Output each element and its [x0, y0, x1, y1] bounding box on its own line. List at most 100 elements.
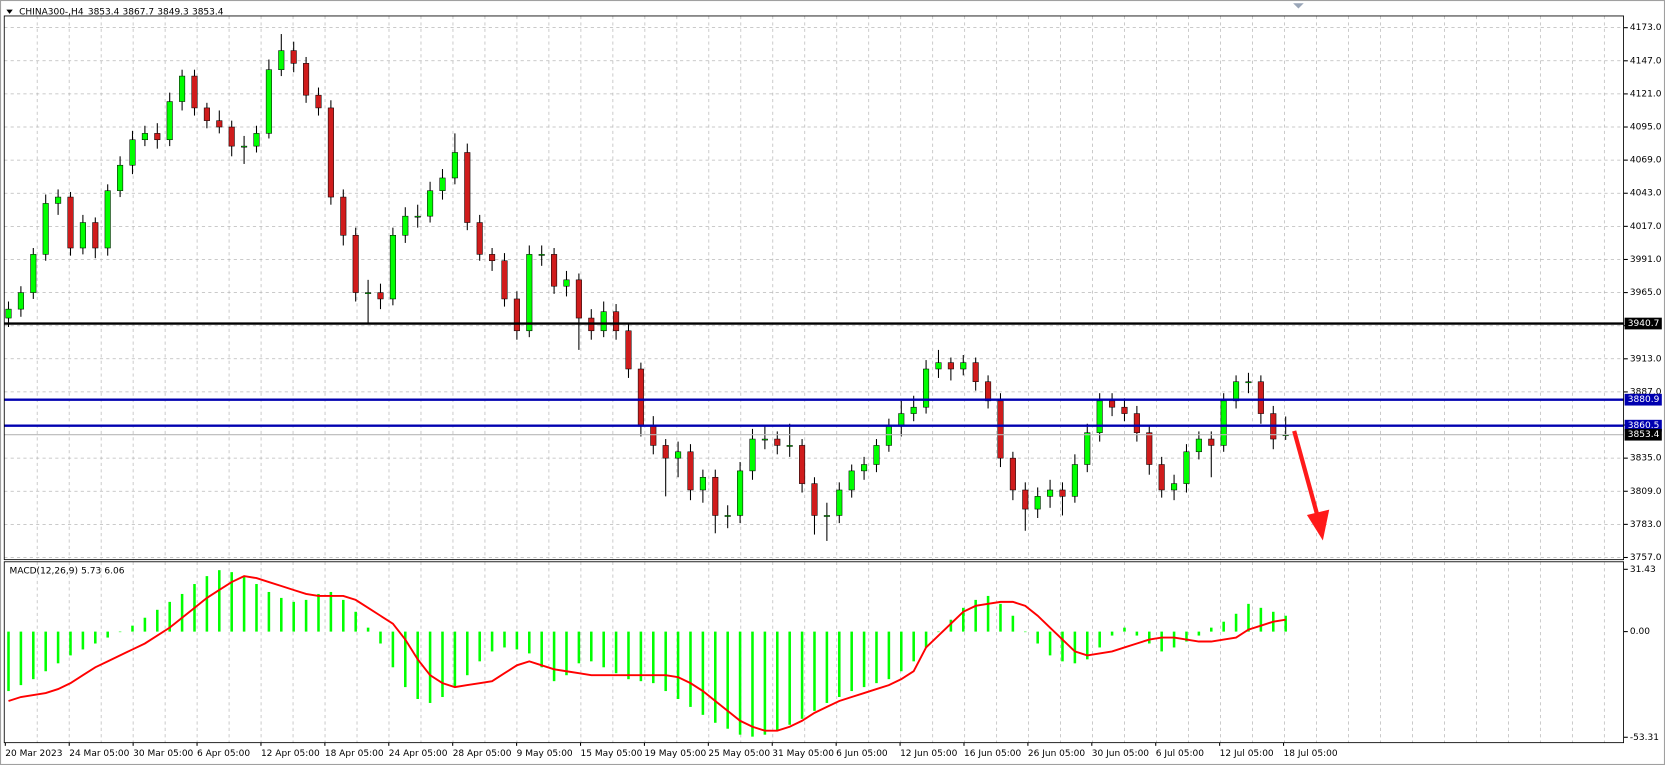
macd-bar: [552, 631, 556, 682]
macd-bar: [1185, 631, 1188, 642]
candle-body: [972, 362, 979, 382]
x-tick-label: 18 Apr 05:00: [325, 749, 384, 759]
candle-body: [910, 406, 917, 414]
macd-bar: [726, 631, 729, 729]
candle-body: [1096, 400, 1103, 433]
candle-body: [389, 235, 396, 300]
macd-bar: [56, 631, 60, 664]
macd-bar: [776, 631, 779, 731]
macd-bar: [1024, 631, 1027, 633]
macd-bar: [292, 601, 295, 632]
candle-body: [278, 50, 285, 70]
candle-body: [17, 292, 24, 310]
candle-body: [451, 152, 458, 179]
macd-bar: [540, 631, 543, 668]
candle-body: [476, 222, 483, 255]
macd-bar: [466, 631, 469, 676]
macd-bar: [1234, 613, 1238, 632]
level-label-box: [1624, 419, 1662, 432]
macd-bar: [602, 631, 605, 668]
x-tick-label: 18 Jul 05:00: [1284, 749, 1338, 759]
candle-body: [464, 152, 471, 223]
y-tick-label: 4043.0: [1630, 189, 1662, 199]
macd-bar: [986, 595, 990, 632]
menu-arrow[interactable]: [6, 9, 13, 14]
x-tick-label: 15 May 05:00: [581, 749, 643, 759]
macd-bar: [850, 631, 853, 692]
macd-bar: [391, 631, 395, 668]
macd-bar: [962, 607, 965, 632]
macd-bar: [490, 631, 494, 652]
y-tick-label: 3809.0: [1630, 487, 1662, 497]
macd-bar: [800, 631, 804, 719]
candle-body: [551, 254, 558, 287]
macd-bar: [280, 597, 283, 632]
candle-body: [923, 368, 930, 408]
candle-body: [191, 75, 198, 109]
macd-bar: [478, 631, 481, 662]
candle-body: [625, 330, 632, 370]
macd-bar: [19, 631, 23, 686]
macd-bar: [652, 631, 655, 684]
y-tick-label: 3757.0: [1630, 553, 1662, 563]
macd-bar: [1247, 603, 1250, 632]
macd-bar: [528, 631, 531, 654]
macd-bar: [813, 631, 816, 711]
macd-bar: [1135, 631, 1139, 636]
macd-bar: [1172, 631, 1176, 648]
candle-body: [1084, 432, 1091, 465]
candle-body: [402, 215, 409, 236]
candle-body: [861, 464, 868, 472]
x-tick-label: 20 Mar 2023: [5, 749, 62, 759]
arrow-shaft: [1292, 430, 1320, 517]
macd-bar: [366, 627, 370, 632]
candle-body: [811, 483, 818, 516]
candle-body: [1183, 451, 1190, 484]
candle-body: [997, 400, 1004, 459]
y-tick-label: 4095.0: [1630, 123, 1662, 133]
macd-bar: [627, 631, 630, 680]
macd-bar: [689, 631, 692, 707]
candle-body: [650, 426, 657, 446]
level-label-box: [1624, 317, 1662, 330]
macd-bar: [156, 609, 159, 632]
candle-body: [737, 470, 744, 516]
macd-bar: [924, 631, 928, 648]
candle-body: [1121, 406, 1128, 414]
candle-body: [92, 222, 99, 249]
shift-marker: [1293, 3, 1304, 9]
macd-bar: [1123, 627, 1126, 632]
candle-body: [712, 476, 719, 516]
candle-body: [947, 362, 954, 370]
candle-body: [1257, 381, 1264, 414]
candle-body: [687, 451, 694, 491]
macd-bar: [1284, 615, 1287, 632]
candle-body: [327, 107, 334, 198]
macd-bar: [676, 631, 680, 699]
symbol: CHINA300-,H4: [19, 7, 84, 17]
macd-bar: [862, 631, 866, 688]
macd-signal-value: 6.06: [104, 566, 124, 576]
macd-bar: [1048, 631, 1052, 656]
macd-bar: [999, 603, 1002, 632]
macd-bar: [949, 619, 953, 632]
price-panel: [3, 15, 1624, 561]
candle-body: [699, 476, 706, 491]
macd-bar: [577, 631, 581, 664]
open-value: 3853.4: [88, 7, 120, 17]
macd-bar: [1086, 631, 1089, 660]
candle-body: [873, 445, 880, 465]
candle-body: [836, 489, 843, 516]
macd-bar: [7, 631, 10, 692]
macd-bar: [242, 576, 246, 632]
candle-body: [241, 145, 248, 148]
candle-body: [489, 254, 496, 262]
candle-body: [1034, 496, 1041, 510]
candle-body: [1195, 438, 1202, 453]
x-tick-label: 26 Jun 05:00: [1028, 749, 1085, 759]
macd-bar: [317, 593, 320, 632]
y-tick-label: 3965.0: [1630, 288, 1662, 298]
candle-body: [129, 139, 136, 166]
macd-bar: [714, 631, 717, 723]
